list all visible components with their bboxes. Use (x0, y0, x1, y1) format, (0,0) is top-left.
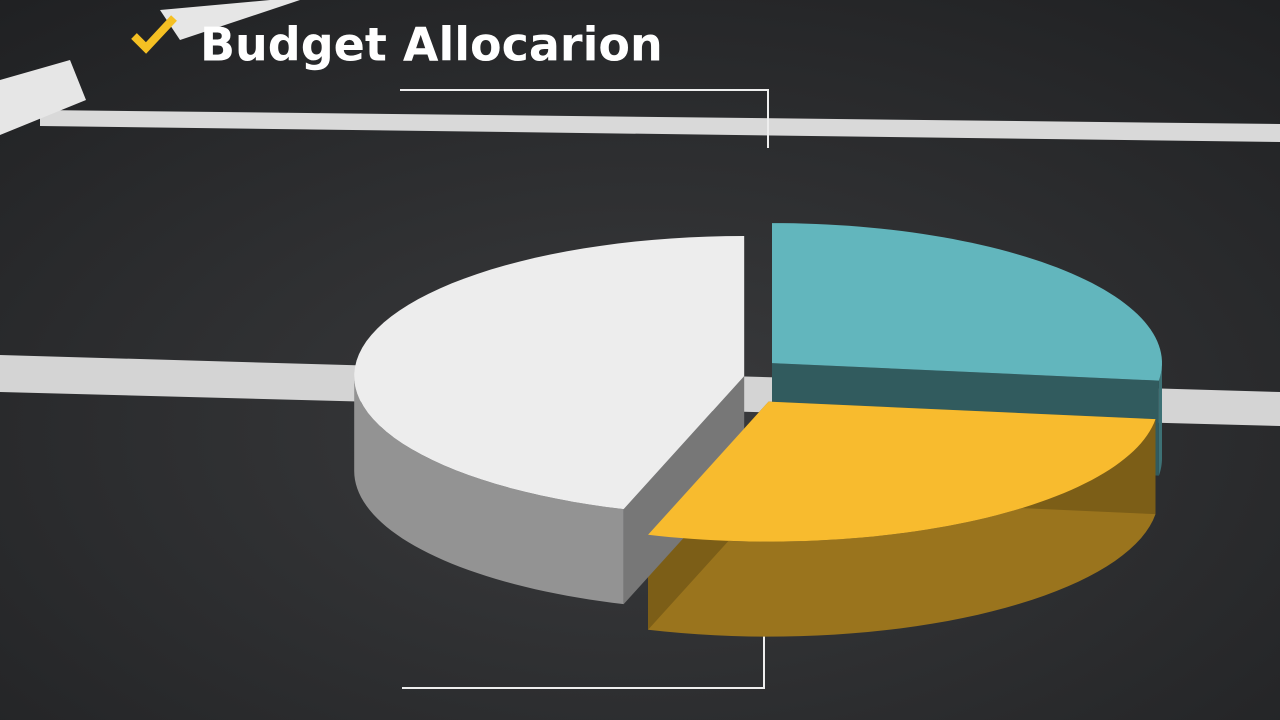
curb-marker (0, 60, 86, 135)
callout-line (400, 89, 769, 148)
pie-slice (648, 401, 1156, 542)
check-icon (131, 15, 177, 54)
curb-marker (160, 0, 300, 40)
slice-side (354, 375, 624, 605)
pie-slice (772, 223, 1162, 381)
pie-slice (354, 235, 745, 510)
slice-cut-face (623, 375, 745, 605)
slice-tops (354, 223, 1162, 542)
road-stripe (40, 110, 1280, 142)
slice-side (648, 419, 1156, 637)
chart-title: Budget Allocarion (200, 18, 663, 72)
pie (354, 223, 1163, 637)
slice-side (1158, 363, 1163, 476)
